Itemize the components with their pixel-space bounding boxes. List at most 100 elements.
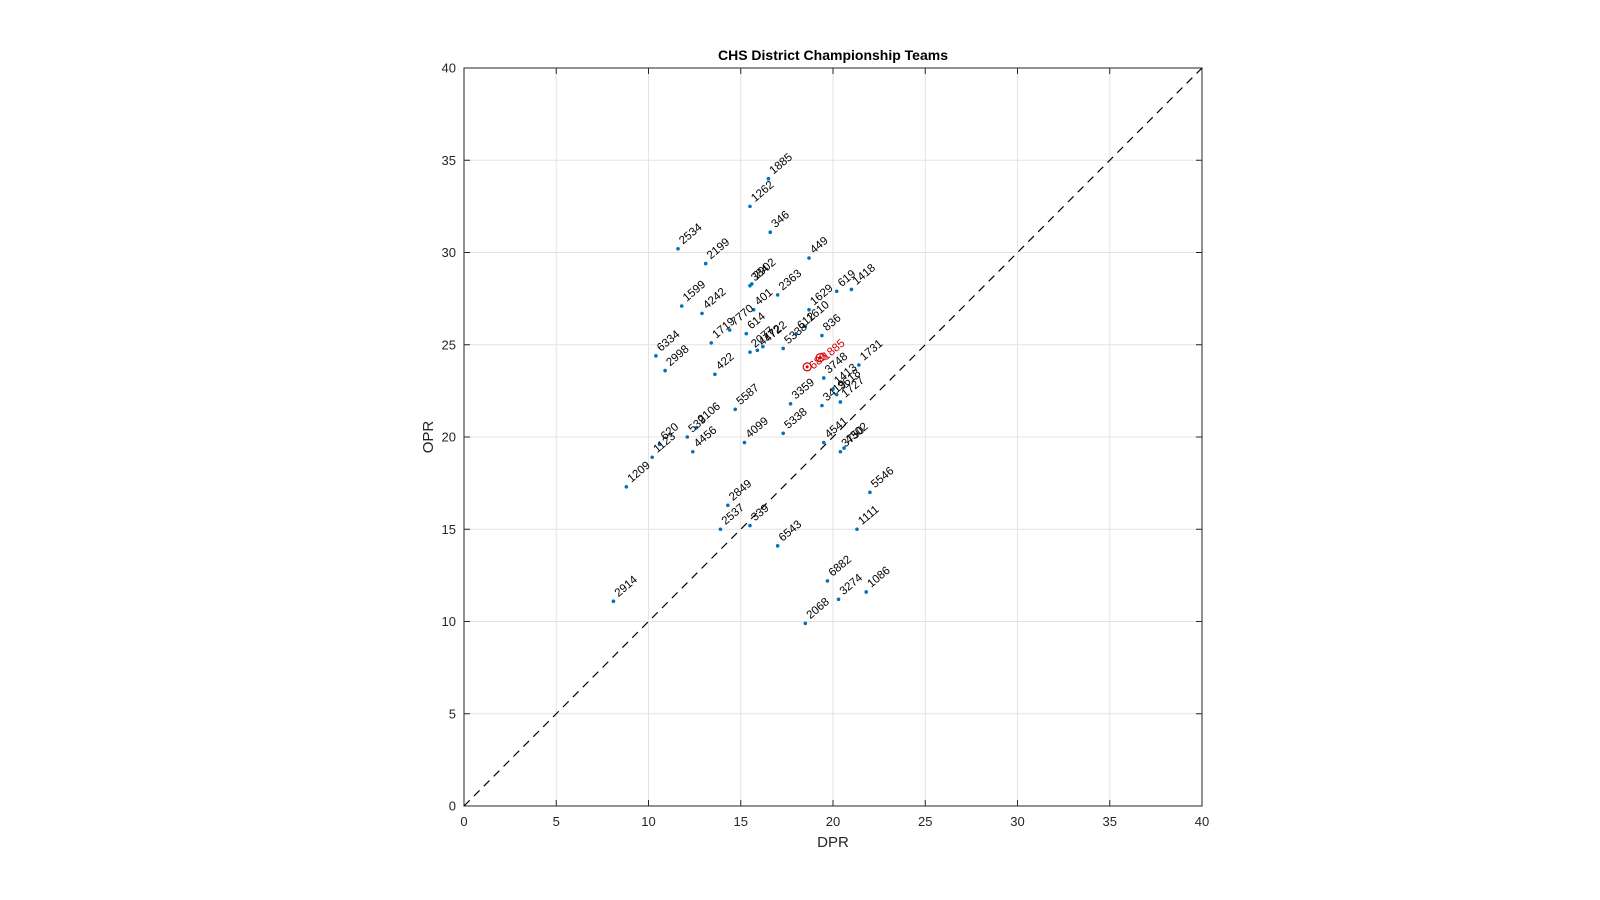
data-point: [857, 363, 861, 367]
x-tick-label: 25: [918, 814, 932, 829]
data-point: [748, 350, 752, 354]
x-tick-label: 5: [553, 814, 560, 829]
point-label: 2914: [613, 573, 641, 599]
point-label: 5338: [782, 406, 809, 432]
x-tick-label: 10: [641, 814, 655, 829]
point-label: 5587: [734, 382, 761, 408]
data-point: [807, 256, 811, 260]
data-point: [775, 544, 780, 548]
data-point: [820, 333, 824, 338]
data-point: [781, 431, 785, 436]
x-axis-label: DPR: [817, 834, 849, 851]
data-point: [834, 289, 839, 294]
point-label: 2199: [705, 236, 732, 262]
data-point: [768, 230, 773, 235]
data-point: [831, 387, 835, 391]
data-point: [855, 527, 859, 532]
point-label: 346: [769, 209, 791, 231]
x-tick-label: 0: [460, 814, 467, 829]
point-label: 2363: [777, 268, 804, 294]
data-point: [868, 490, 872, 495]
data-point: [748, 523, 752, 528]
data-point: [663, 368, 667, 373]
reference-line: [463, 67, 1203, 807]
data-point: [794, 331, 798, 336]
highlight-point-ring: [802, 362, 812, 372]
data-point: [744, 331, 749, 336]
y-tick-label: 15: [442, 522, 456, 537]
data-point: [679, 304, 684, 308]
point-label: 2537: [720, 502, 747, 528]
x-tick-label: 35: [1103, 814, 1117, 829]
point-label: 6543: [777, 519, 804, 545]
data-point: [690, 449, 695, 454]
point-label: 1731: [858, 338, 885, 364]
data-point: [703, 261, 708, 266]
point-label: 1111: [856, 504, 881, 528]
point-label: 422: [714, 351, 736, 373]
x-tick-label: 30: [1010, 814, 1024, 829]
data-point: [821, 376, 826, 380]
data-point: [834, 392, 839, 397]
x-tick-label: 40: [1195, 814, 1209, 829]
y-tick-label: 40: [442, 61, 456, 76]
y-tick-label: 20: [442, 430, 456, 445]
data-point: [803, 621, 808, 626]
x-tick-label: 20: [826, 814, 840, 829]
point-label: 449: [808, 235, 830, 257]
data-point: [713, 372, 717, 377]
data-point: [654, 354, 658, 358]
data-point: [803, 324, 808, 329]
y-tick-label: 35: [442, 153, 456, 168]
point-label: 1885: [768, 151, 795, 177]
axis-ticks: 0 5 10 15 20 25 30 35 40 0 5 10 15 20 25 30 35 40: [442, 61, 1210, 830]
data-point: [825, 579, 830, 583]
data-point: [838, 449, 843, 454]
data-point: [838, 400, 843, 404]
data-point: [733, 407, 738, 412]
data-point: [726, 503, 730, 508]
point-label: 5546: [869, 465, 896, 491]
point-label: 2534: [677, 221, 705, 247]
data-point: [624, 485, 629, 489]
point-label: 3274: [838, 572, 866, 598]
point-label: 1262: [749, 179, 776, 205]
data-point: [650, 455, 654, 460]
point-label: 2902: [751, 257, 778, 283]
data-point: [761, 344, 765, 349]
y-tick-label: 5: [449, 706, 456, 721]
data-point: [864, 590, 869, 594]
y-tick-label: 0: [449, 799, 456, 814]
data-point: [788, 401, 793, 406]
y-axis-label: OPR: [420, 421, 437, 454]
data-point: [849, 287, 854, 292]
point-label: 836: [821, 312, 843, 334]
data-point: [676, 247, 680, 251]
y-tick-label: 10: [442, 614, 456, 629]
point-label: 6882: [827, 554, 854, 580]
data-point: [727, 328, 732, 332]
data-point: [842, 446, 846, 450]
data-point: [718, 527, 723, 532]
data-point: [751, 307, 756, 312]
data-point: [836, 597, 841, 602]
data-point: [755, 348, 760, 353]
data-point: [750, 282, 754, 286]
highlight-point: [818, 356, 822, 360]
highlight-point-ring: [815, 353, 825, 363]
point-label: 339: [749, 502, 771, 524]
data-point: [709, 341, 714, 345]
data-point: [694, 425, 699, 430]
data-point: [742, 440, 747, 445]
chart-title: CHS District Championship Teams: [718, 47, 948, 63]
data-points: [611, 176, 872, 626]
y-tick-label: 30: [442, 245, 456, 260]
data-point: [820, 403, 824, 408]
y-tick-label: 25: [442, 337, 456, 352]
point-label: 3359: [790, 376, 817, 402]
x-tick-label: 15: [734, 814, 748, 829]
data-point: [807, 307, 811, 312]
point-label: 401: [753, 286, 775, 308]
